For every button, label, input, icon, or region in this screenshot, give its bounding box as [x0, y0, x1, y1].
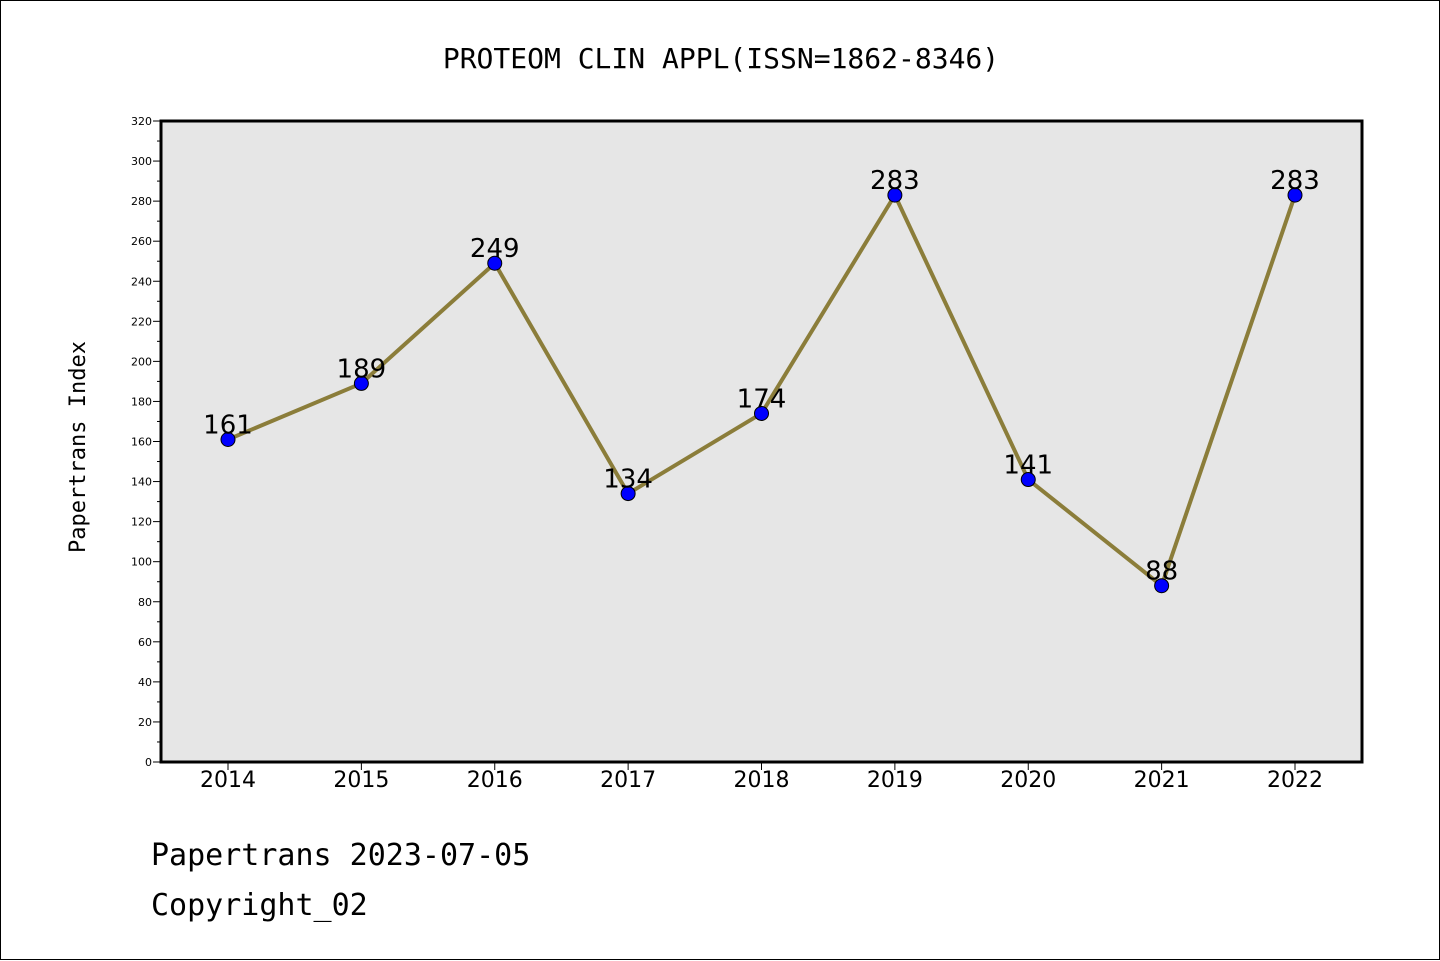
y-tick-label: 180	[131, 395, 152, 408]
x-tick-label: 2016	[467, 768, 523, 793]
data-point-marker	[1154, 578, 1170, 594]
y-tick-label: 160	[131, 436, 152, 449]
y-axis-label: Papertrans Index	[66, 341, 91, 553]
data-label: 174	[737, 384, 787, 414]
y-tick-label: 120	[131, 516, 152, 529]
plot-border	[159, 119, 1364, 764]
x-axis: 2014 2015 2016 2017 2018 2019 2020 2021 2022	[200, 762, 1323, 793]
x-tick-label: 2018	[734, 768, 790, 793]
x-tick-label: 2019	[867, 768, 923, 793]
x-tick-label: 2021	[1134, 768, 1190, 793]
x-tick-label: 2015	[333, 768, 389, 793]
y-tick-label: 100	[131, 556, 152, 569]
data-label: 283	[1270, 166, 1320, 196]
y-tick-label: 280	[131, 195, 152, 208]
x-tick-label: 2017	[600, 768, 656, 793]
footer-copyright: Copyright_02	[151, 888, 368, 923]
data-point-marker	[1287, 187, 1303, 203]
y-tick-label: 240	[131, 275, 152, 288]
y-tick-label: 300	[131, 155, 152, 168]
data-point-marker	[487, 255, 503, 271]
x-tick-label: 2014	[200, 768, 256, 793]
data-label: 283	[870, 166, 920, 196]
y-tick-label: 320	[131, 115, 152, 128]
data-label: 249	[470, 234, 520, 264]
data-label: 161	[203, 410, 253, 440]
y-tick-label: 60	[138, 636, 152, 649]
data-label: 88	[1145, 557, 1178, 587]
series-line-group	[220, 187, 1303, 594]
data-label-group: 161 189 249 134 174 283 141 88 283	[203, 166, 1320, 587]
x-tick-label: 2022	[1267, 768, 1323, 793]
data-label: 134	[603, 465, 653, 495]
data-label: 141	[1003, 451, 1053, 481]
footer-date: Papertrans 2023-07-05	[151, 838, 530, 873]
y-tick-label: 20	[138, 716, 152, 729]
y-tick-label: 0	[145, 756, 152, 769]
y-tick-label: 200	[131, 355, 152, 368]
data-point-marker	[353, 375, 369, 391]
y-tick-label: 220	[131, 315, 152, 328]
y-tick-label: 260	[131, 235, 152, 248]
data-point-marker	[754, 405, 769, 421]
y-axis: 0 20 40 60 80 100 120 140 160 180 200 220 240 260 280 3…	[131, 115, 161, 769]
x-tick-label: 2020	[1000, 768, 1056, 793]
data-label: 189	[337, 354, 387, 384]
plot-area	[161, 121, 1362, 762]
data-point-marker	[887, 187, 903, 203]
y-tick-label: 80	[138, 596, 152, 609]
data-point-marker	[220, 431, 236, 447]
y-tick-label: 140	[131, 476, 152, 489]
y-tick-label: 40	[138, 676, 152, 689]
chart-title: PROTEOM CLIN APPL(ISSN=1862-8346)	[443, 42, 999, 75]
data-point-marker	[1020, 472, 1036, 488]
data-point-marker	[620, 486, 636, 502]
